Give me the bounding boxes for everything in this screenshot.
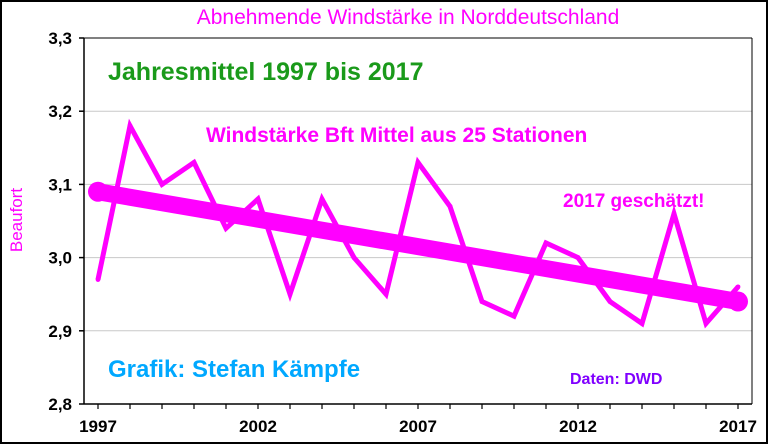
data-point (351, 255, 357, 260)
data-point (639, 321, 645, 326)
trend-start-cap (88, 181, 108, 202)
y-axis-label: Beaufort (7, 188, 26, 253)
y-tick-label: 2,9 (48, 322, 72, 341)
data-point (447, 203, 453, 209)
data-point (191, 160, 197, 165)
y-tick-label: 3,2 (48, 102, 72, 121)
x-tick-label: 2007 (399, 417, 437, 436)
trend-line (96, 183, 740, 310)
source-annotation: Daten: DWD (570, 371, 662, 388)
chart-title: Abnehmende Windstärke in Norddeutschland (197, 6, 620, 29)
data-point (415, 160, 421, 165)
series-annotation: Windstärke Bft Mittel aus 25 Stationen (206, 124, 587, 147)
data-point (511, 313, 517, 319)
data-point (479, 299, 485, 304)
gridlines (84, 110, 752, 332)
y-tick-label: 3,3 (48, 29, 72, 48)
y-tick-label: 2,8 (48, 395, 72, 414)
data-point (543, 240, 549, 246)
y-ticks: 2,8 2,9 3,0 3,1 3,2 3,3 (48, 29, 84, 414)
data-point (703, 321, 709, 326)
x-tick-label: 1997 (79, 417, 117, 436)
data-point (319, 196, 325, 202)
data-point (127, 123, 133, 129)
data-point (287, 291, 293, 297)
data-point (255, 196, 261, 202)
trend-series (88, 181, 748, 312)
x-tick-label: 2012 (559, 417, 597, 436)
data-point (223, 225, 229, 231)
data-point (159, 182, 165, 187)
estimate-annotation: 2017 geschätzt! (563, 191, 705, 212)
data-series (95, 118, 741, 329)
x-ticks: 1997 2002 2007 2012 2017 (79, 404, 757, 436)
trend-end-cap (728, 291, 748, 312)
chart-subtitle: Jahresmittel 1997 bis 2017 (108, 58, 423, 86)
x-tick-label: 2002 (239, 417, 277, 436)
x-tick-label: 2017 (719, 417, 757, 436)
data-point (95, 277, 101, 282)
series-line (95, 118, 740, 329)
y-tick-label: 3,0 (48, 249, 72, 268)
data-point (607, 299, 613, 304)
data-point (575, 255, 581, 260)
data-point (671, 211, 677, 217)
author-annotation: Grafik: Stefan Kämpfe (108, 356, 360, 383)
data-point (383, 291, 389, 297)
data-point (735, 284, 741, 290)
y-tick-label: 3,1 (48, 175, 72, 194)
